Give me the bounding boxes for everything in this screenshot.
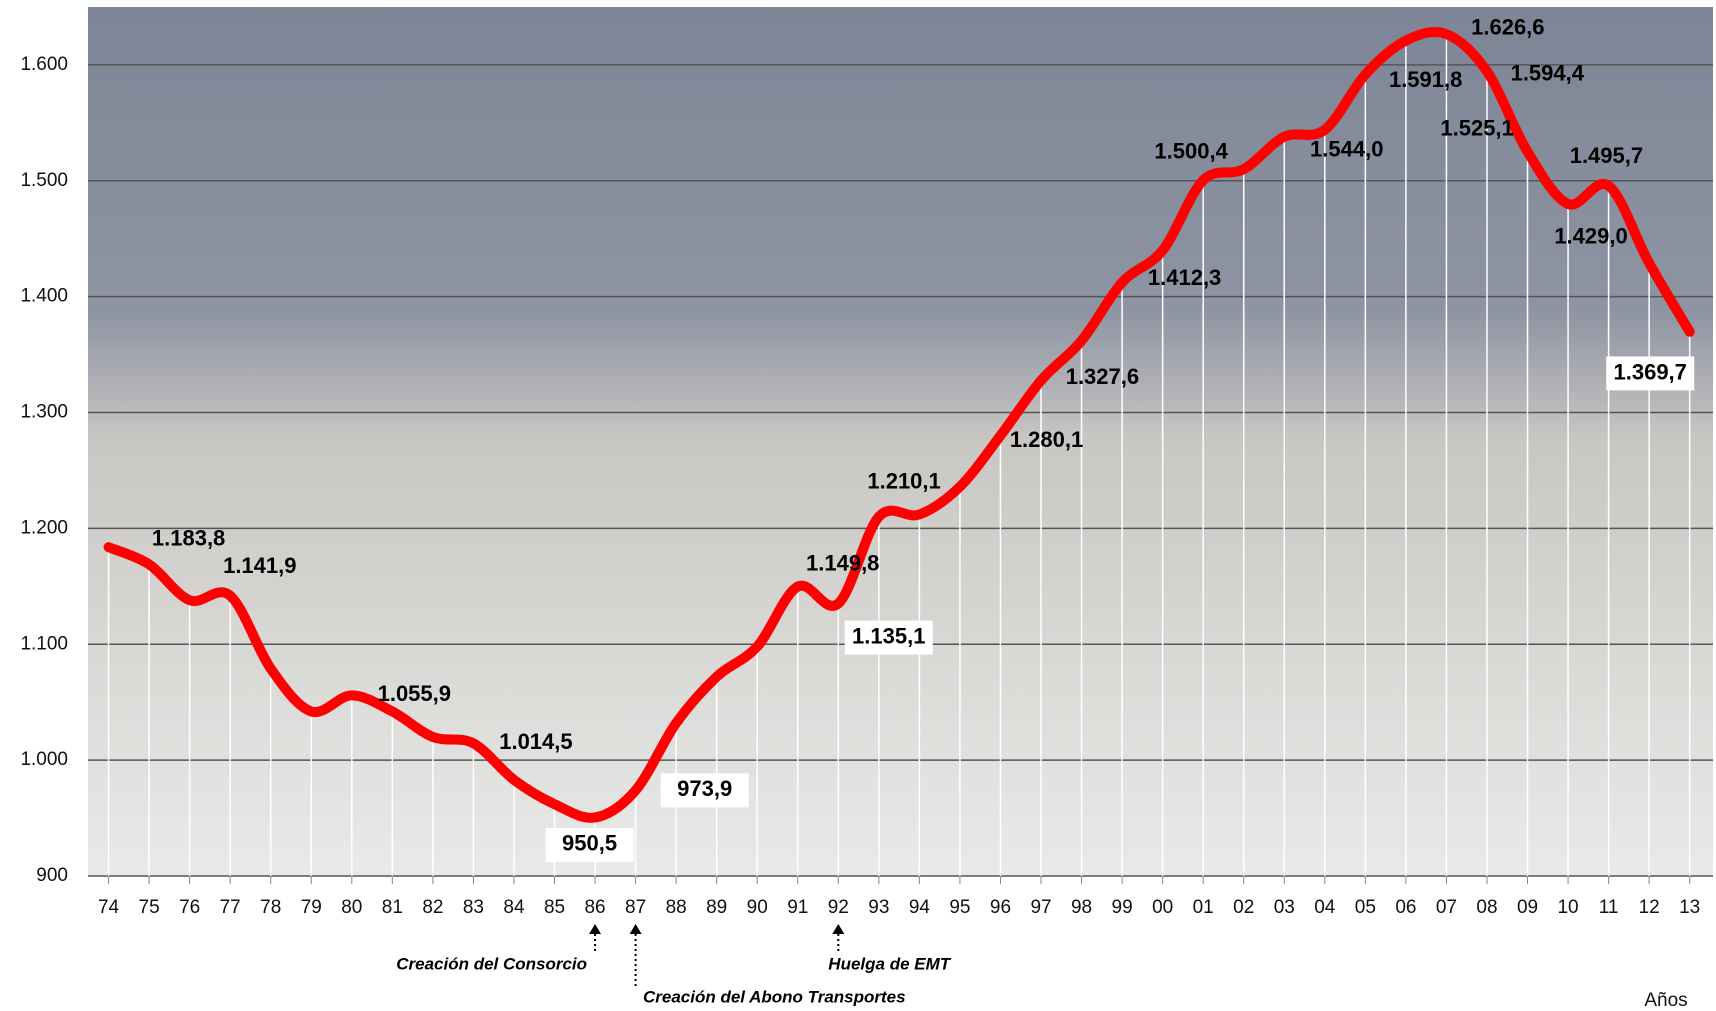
- value-label: 1.135,1: [852, 623, 925, 648]
- x-tick-label: 84: [503, 897, 525, 918]
- x-tick-label: 75: [139, 897, 160, 918]
- value-label: 1.544,0: [1310, 136, 1383, 161]
- x-tick-label: 90: [747, 897, 768, 918]
- value-label: 1.412,3: [1148, 265, 1221, 290]
- annotation-arrow: [589, 924, 602, 934]
- value-label: 1.495,7: [1570, 143, 1643, 168]
- y-tick-label: 1.100: [20, 633, 68, 654]
- value-label: 1.280,1: [1010, 427, 1083, 452]
- value-label: 1.327,6: [1066, 364, 1139, 389]
- x-tick-label: 78: [260, 897, 281, 918]
- value-label: 1.626,6: [1471, 14, 1544, 39]
- x-tick-label: 81: [382, 897, 403, 918]
- annotation-arrow: [832, 924, 845, 934]
- x-tick-label: 77: [220, 897, 241, 918]
- y-tick-label: 1.500: [20, 170, 68, 191]
- value-label: 1.149,8: [806, 550, 879, 575]
- x-tick-label: 99: [1112, 897, 1133, 918]
- annotation: Creación del Abono Transportes: [643, 987, 906, 1006]
- label-box: [660, 773, 749, 808]
- value-label: 1.594,4: [1511, 61, 1585, 86]
- x-tick-label: 02: [1233, 897, 1254, 918]
- x-tick-label: 76: [179, 897, 200, 918]
- label-box: [1606, 356, 1695, 391]
- x-tick-label: 09: [1517, 897, 1538, 918]
- x-tick-label: 12: [1639, 897, 1660, 918]
- x-tick-label: 94: [909, 897, 931, 918]
- x-tick-label: 79: [301, 897, 322, 918]
- plot-background: [88, 7, 1713, 876]
- y-tick-label: 900: [36, 865, 68, 886]
- x-tick-label: 13: [1679, 897, 1700, 918]
- x-axis-label: Años: [1644, 990, 1687, 1011]
- value-label: 950,5: [562, 831, 617, 856]
- x-tick-label: 95: [949, 897, 970, 918]
- x-tick-label: 97: [1030, 897, 1051, 918]
- value-label: 1.429,0: [1554, 224, 1627, 249]
- x-tick-label: 07: [1436, 897, 1457, 918]
- value-label: 973,9: [677, 776, 732, 801]
- label-box: [844, 620, 933, 655]
- value-label: 1.210,1: [867, 469, 940, 494]
- value-label: 1.014,5: [499, 729, 572, 754]
- y-tick-label: 1.300: [20, 402, 68, 423]
- x-tick-label: 00: [1152, 897, 1173, 918]
- value-label: 1.525,1: [1440, 116, 1513, 141]
- y-tick-label: 1.600: [20, 54, 68, 75]
- x-tick-label: 80: [341, 897, 362, 918]
- x-tick-label: 89: [706, 897, 727, 918]
- x-tick-label: 83: [463, 897, 484, 918]
- x-tick-label: 03: [1274, 897, 1295, 918]
- label-box: [545, 827, 634, 862]
- value-label: 1.141,9: [223, 553, 296, 578]
- y-tick-label: 1.400: [20, 286, 68, 307]
- x-tick-label: 04: [1314, 897, 1336, 918]
- x-tick-label: 06: [1395, 897, 1416, 918]
- x-tick-label: 92: [828, 897, 849, 918]
- x-tick-label: 96: [990, 897, 1011, 918]
- y-tick-label: 1.000: [20, 749, 68, 770]
- x-tick-label: 88: [666, 897, 687, 918]
- x-tick-label: 93: [868, 897, 889, 918]
- value-label: 1.369,7: [1614, 359, 1687, 384]
- value-label: 1.500,4: [1154, 139, 1228, 164]
- x-tick-label: 74: [98, 897, 120, 918]
- x-tick-label: 01: [1193, 897, 1214, 918]
- annotation: Creación del Consorcio: [396, 954, 587, 973]
- annotation-arrow: [629, 924, 642, 934]
- y-tick-label: 1.200: [20, 517, 68, 538]
- value-label: 1.183,8: [152, 525, 225, 550]
- x-tick-label: 11: [1599, 897, 1619, 918]
- x-tick-label: 08: [1476, 897, 1497, 918]
- x-tick-label: 91: [787, 897, 808, 918]
- x-tick-label: 85: [544, 897, 565, 918]
- data-line: [103, 27, 1695, 823]
- annotation: Huelga de EMT: [828, 954, 951, 973]
- value-label: 1.055,9: [378, 681, 451, 706]
- x-tick-label: 86: [584, 897, 605, 918]
- x-tick-label: 10: [1557, 897, 1578, 918]
- x-tick-label: 05: [1355, 897, 1376, 918]
- x-tick-label: 87: [625, 897, 646, 918]
- value-label: 1.591,8: [1389, 67, 1462, 92]
- x-tick-label: 98: [1071, 897, 1092, 918]
- x-tick-label: 82: [422, 897, 443, 918]
